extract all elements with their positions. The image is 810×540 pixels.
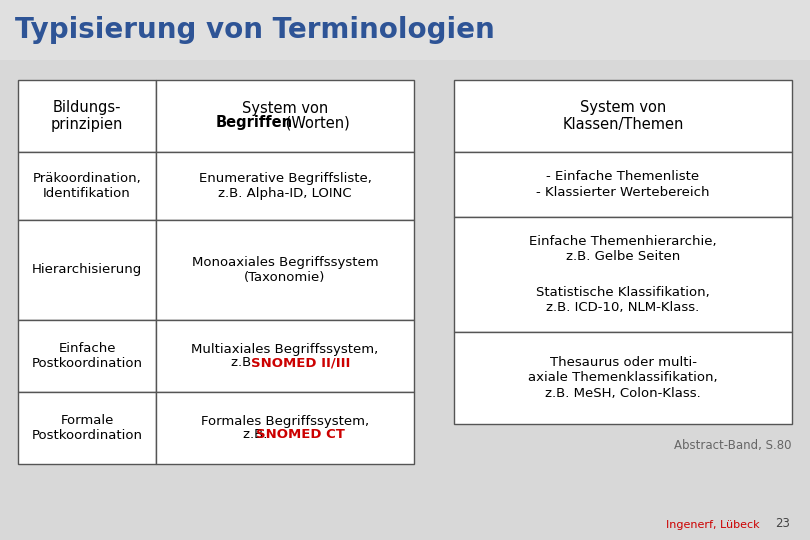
Text: Statistische Klassifikation,
z.B. ICD-10, NLM-Klass.: Statistische Klassifikation, z.B. ICD-10… [536, 286, 710, 314]
Bar [454, 152, 792, 217]
Text: Ingenerf, Lübeck: Ingenerf, Lübeck [667, 520, 760, 530]
Text: Formales Begriffssystem,: Formales Begriffssystem, [201, 415, 369, 428]
Text: Hierarchisierung: Hierarchisierung [32, 264, 142, 276]
Text: SNOMED CT: SNOMED CT [256, 429, 345, 442]
Text: 23: 23 [775, 517, 790, 530]
Text: Monoaxiales Begriffssystem
(Taxonomie): Monoaxiales Begriffssystem (Taxonomie) [192, 256, 378, 284]
Bar [156, 320, 414, 392]
Bar [0, 60, 810, 540]
Text: System von: System von [242, 102, 328, 117]
Text: System von
Klassen/Themen: System von Klassen/Themen [562, 100, 684, 132]
Text: Typisierung von Terminologien: Typisierung von Terminologien [15, 16, 495, 44]
Bar [0, 0, 810, 60]
Text: Einfache
Postkoordination: Einfache Postkoordination [32, 342, 143, 370]
Bar [156, 220, 414, 320]
Bar [454, 217, 792, 332]
Bar [18, 220, 156, 320]
Bar [156, 152, 414, 220]
Bar [18, 80, 156, 152]
Bar [454, 332, 792, 424]
Text: Formale
Postkoordination: Formale Postkoordination [32, 414, 143, 442]
Bar [156, 80, 414, 152]
Bar [18, 152, 156, 220]
Text: z.B.: z.B. [243, 429, 272, 442]
Bar [156, 392, 414, 464]
Bar [18, 320, 156, 392]
Text: Bildungs-
prinzipien: Bildungs- prinzipien [51, 100, 123, 132]
Bar [454, 80, 792, 152]
Text: Begriffen: Begriffen [215, 116, 293, 131]
Text: SNOMED II/III: SNOMED II/III [250, 356, 350, 369]
Text: (Worten): (Worten) [281, 116, 350, 131]
Text: z.B.: z.B. [231, 356, 260, 369]
Text: Multiaxiales Begriffssystem,: Multiaxiales Begriffssystem, [191, 342, 378, 355]
Text: - Einfache Themenliste
- Klassierter Wertebereich: - Einfache Themenliste - Klassierter Wer… [536, 171, 710, 199]
Bar [18, 392, 156, 464]
Text: Einfache Themenhierarchie,
z.B. Gelbe Seiten: Einfache Themenhierarchie, z.B. Gelbe Se… [529, 235, 717, 263]
Text: Präkoordination,
Identifikation: Präkoordination, Identifikation [32, 172, 142, 200]
Text: Abstract-Band, S.80: Abstract-Band, S.80 [675, 440, 792, 453]
Text: Thesaurus oder multi-
axiale Themenklassifikation,
z.B. MeSH, Colon-Klass.: Thesaurus oder multi- axiale Themenklass… [528, 356, 718, 400]
Text: Enumerative Begriffsliste,
z.B. Alpha-ID, LOINC: Enumerative Begriffsliste, z.B. Alpha-ID… [198, 172, 372, 200]
